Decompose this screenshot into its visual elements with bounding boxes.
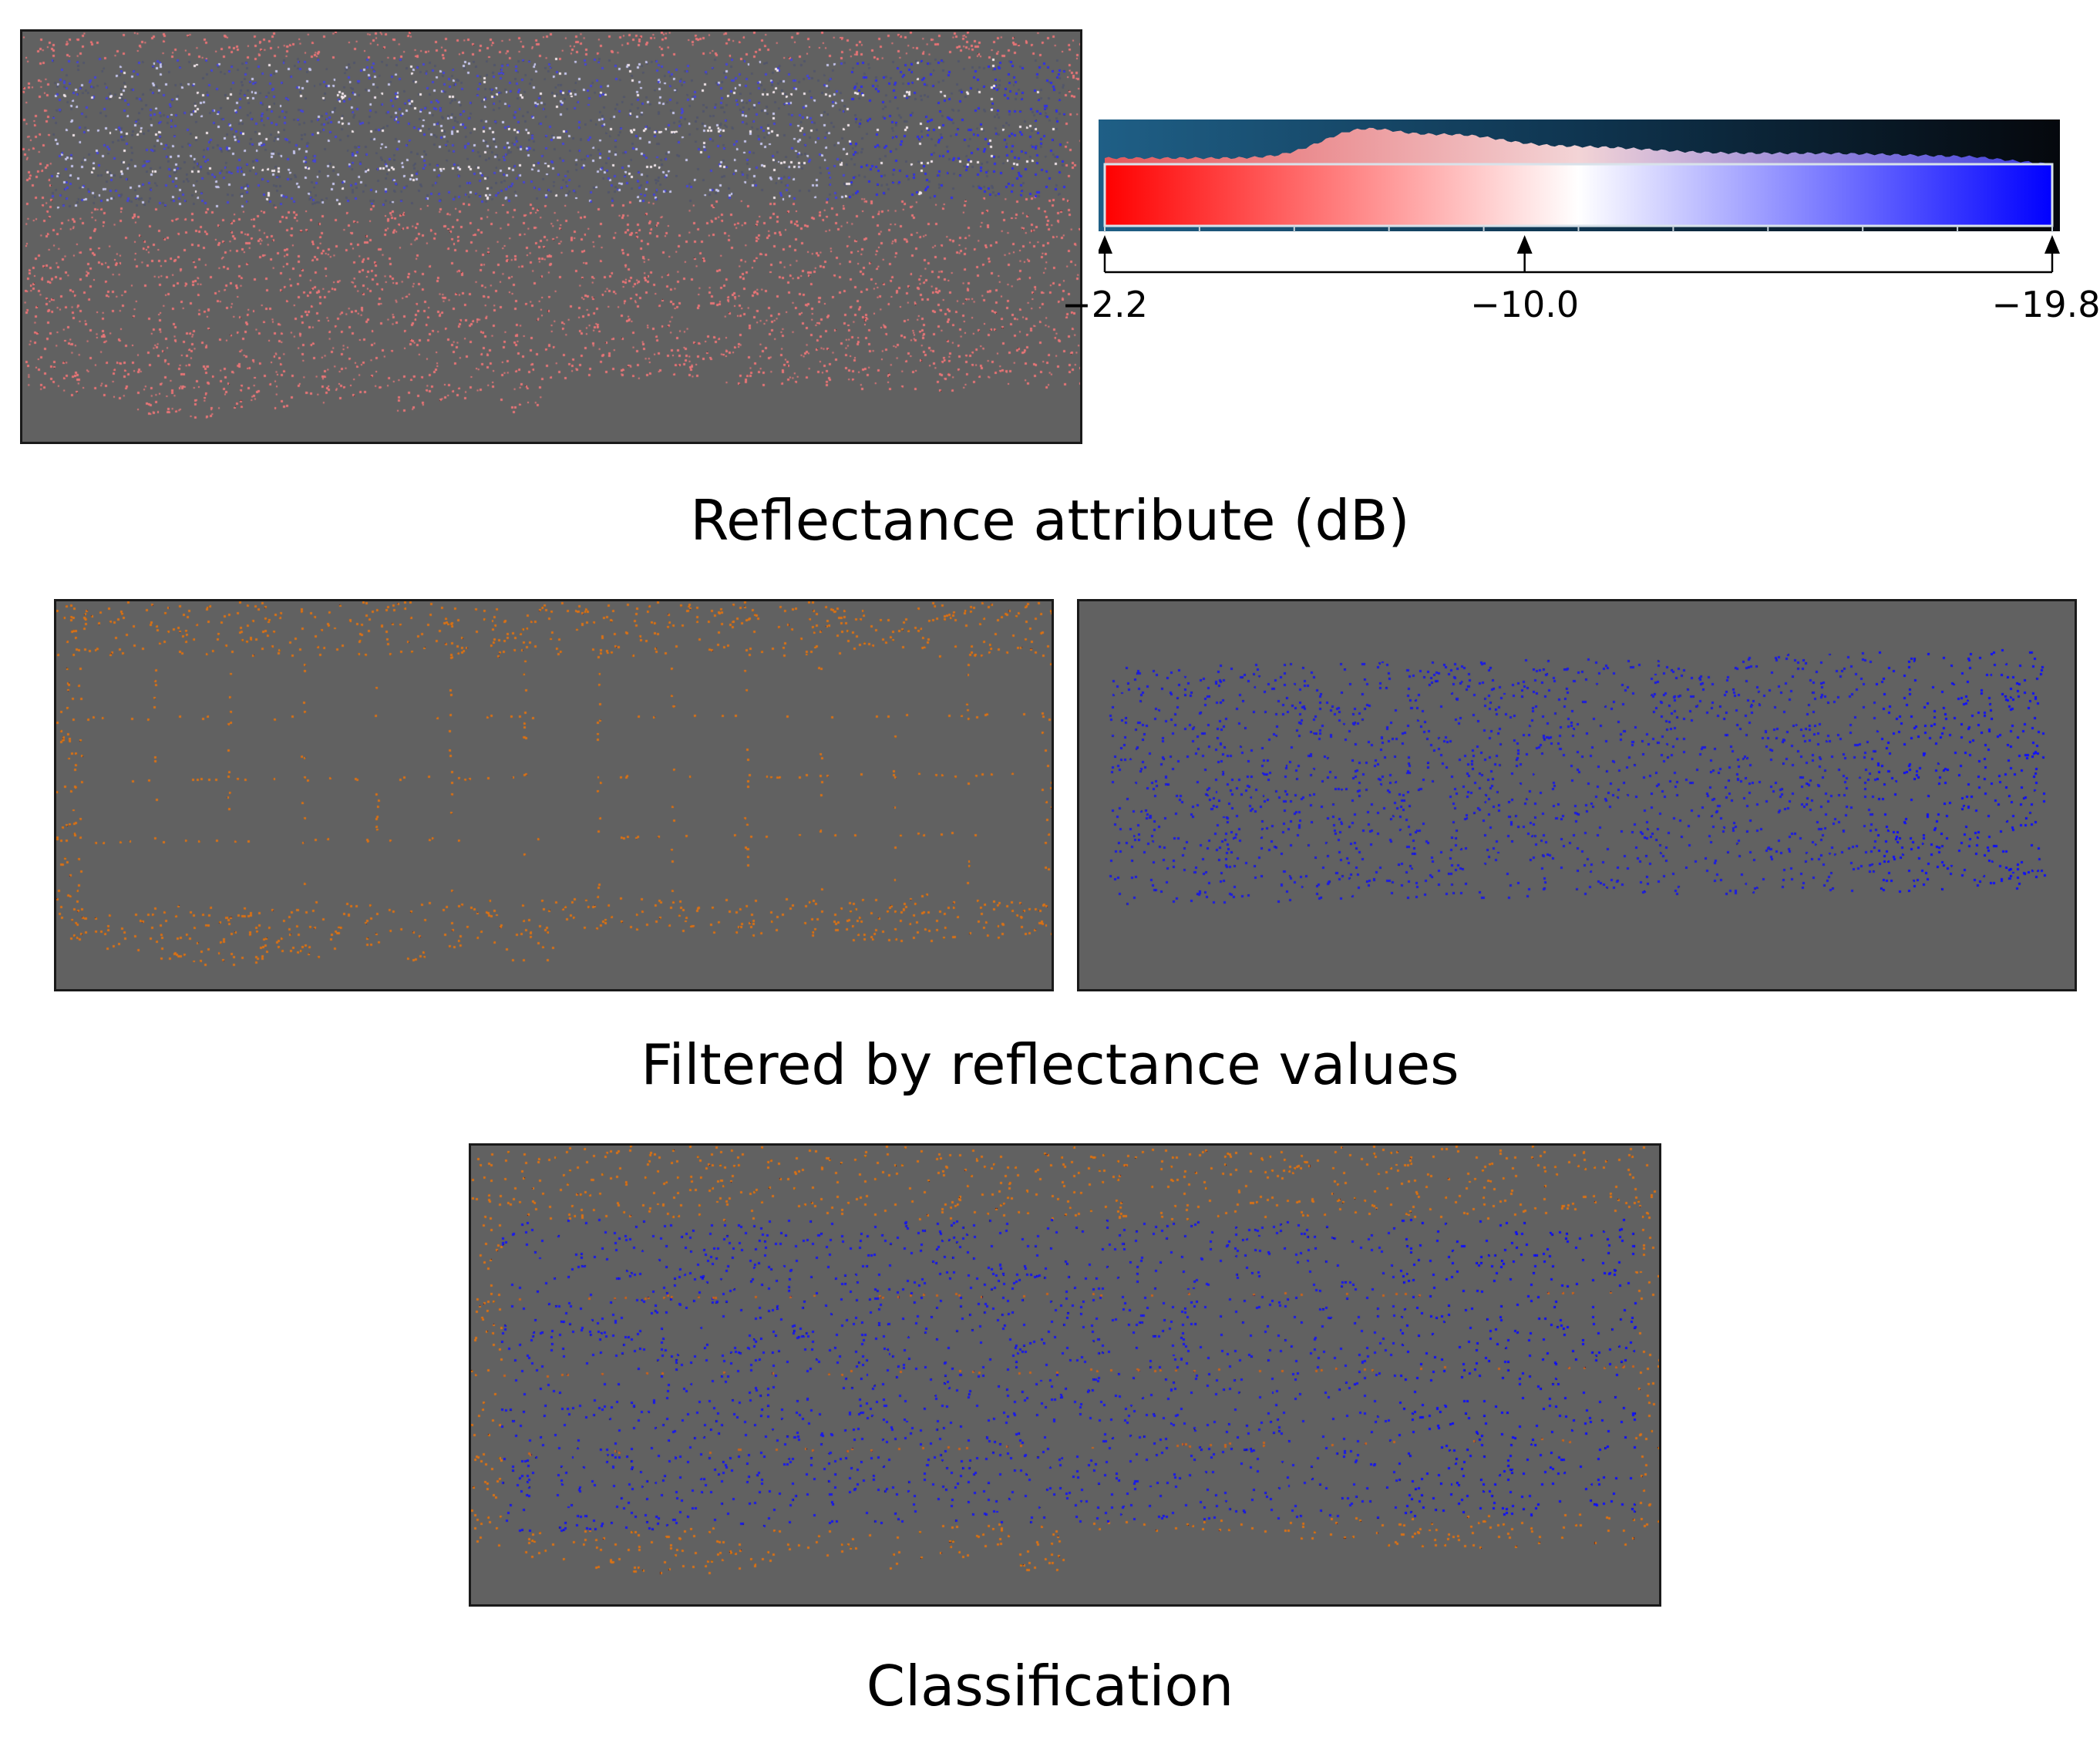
colorbar-major-ticks (1099, 235, 2060, 274)
filtered-caption: Filtered by reflectance values (641, 1032, 1459, 1097)
filtered-high-point-cloud (56, 601, 1052, 989)
colorbar-tick-label-max: −19.8 (1991, 284, 2100, 325)
colorbar-minor-ticks (1104, 226, 2053, 232)
filtered-low-point-cloud (1079, 601, 2075, 989)
classification-point-cloud (471, 1146, 1659, 1604)
colorbar-gradient (1103, 163, 2054, 227)
colorbar-tick-label-min: −2.2 (1062, 284, 1148, 325)
reflectance-point-cloud-panel (20, 29, 1082, 444)
reflectance-colorbar (1099, 119, 2060, 274)
filtered-high-reflectance-panel (54, 599, 1054, 991)
reflectance-caption: Reflectance attribute (dB) (690, 488, 1410, 553)
colorbar-tick-label-mid: −10.0 (1470, 284, 1580, 325)
colorbar-tick-arrow (2044, 235, 2060, 254)
classification-panel (469, 1143, 1661, 1607)
colorbar-tick-arrow (1516, 235, 1533, 254)
colorbar-tick-arrow (1099, 235, 1112, 254)
classification-caption: Classification (866, 1654, 1234, 1718)
filtered-low-reflectance-panel (1077, 599, 2077, 991)
reflectance-point-cloud (22, 32, 1080, 442)
reflectance-histogram (1105, 127, 2052, 164)
